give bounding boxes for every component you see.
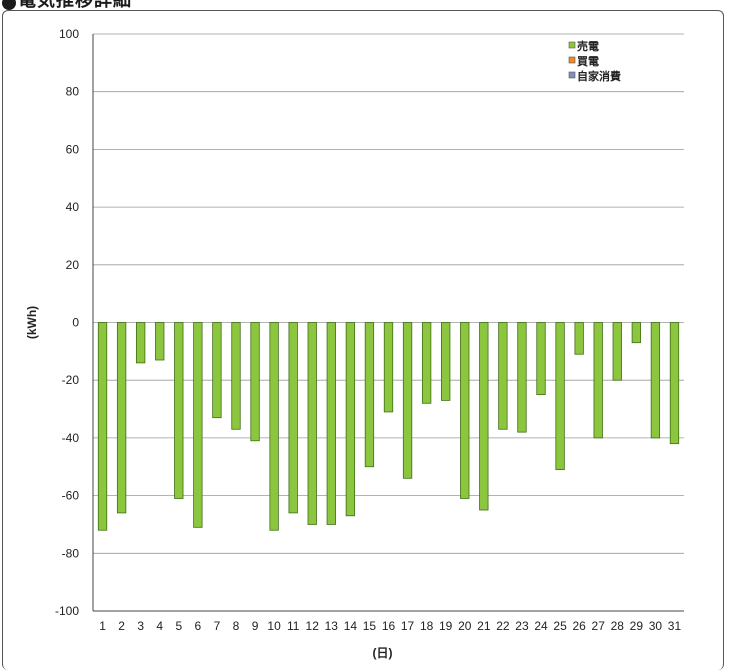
y-axis-label: (kWh)	[25, 306, 39, 339]
bar	[422, 323, 431, 404]
bar	[594, 323, 603, 438]
x-tick-label: 5	[175, 619, 182, 633]
x-tick-label: 25	[553, 619, 567, 633]
bar	[213, 323, 222, 418]
x-tick-label: 16	[382, 619, 396, 633]
x-tick-label: 27	[592, 619, 606, 633]
bar	[346, 323, 355, 516]
bar-series	[98, 323, 678, 531]
y-tick-labels: 100 80 60 40 20 0 -20 -40 -60 -80 -100	[55, 27, 79, 618]
x-tick-label: 2	[118, 619, 125, 633]
bar	[651, 323, 660, 438]
x-tick-label: 11	[287, 619, 300, 633]
bar	[117, 323, 126, 513]
legend-label: 自家消費	[577, 69, 621, 83]
x-tick-label: 13	[325, 619, 339, 633]
bar	[175, 323, 184, 499]
y-tick-label: 0	[72, 316, 79, 330]
bar	[556, 323, 565, 470]
bar	[480, 323, 489, 511]
x-tick-label: 6	[195, 619, 202, 633]
bar	[632, 323, 641, 343]
x-tick-label: 22	[496, 619, 510, 633]
bar	[155, 323, 164, 361]
x-tick-label: 21	[477, 619, 491, 633]
y-tick-label: -80	[62, 546, 80, 560]
x-tick-label: 9	[252, 619, 259, 633]
x-tick-label: 17	[401, 619, 415, 633]
x-tick-label: 30	[649, 619, 663, 633]
x-tick-label: 26	[572, 619, 586, 633]
legend-label: 買電	[577, 55, 599, 68]
bar	[365, 323, 374, 467]
bar	[194, 323, 203, 528]
bar	[308, 323, 317, 525]
legend-swatch	[569, 57, 575, 63]
x-tick-label: 19	[439, 619, 453, 633]
legend-swatch	[569, 42, 575, 48]
x-tick-label: 14	[344, 619, 358, 633]
x-tick-label: 7	[214, 619, 221, 633]
x-tick-label: 23	[515, 619, 529, 633]
x-tick-label: 8	[233, 619, 240, 633]
bar	[613, 323, 622, 381]
x-tick-label: 31	[668, 619, 682, 633]
x-tick-label: 15	[363, 619, 377, 633]
bar	[270, 323, 279, 531]
bar	[499, 323, 508, 430]
x-tick-label: 28	[611, 619, 625, 633]
y-tick-label: 60	[66, 142, 80, 156]
bar	[251, 323, 260, 441]
x-tick-label: 18	[420, 619, 434, 633]
bar	[327, 323, 336, 525]
bar	[98, 323, 107, 531]
x-tick-label: 29	[630, 619, 644, 633]
x-axis-label: (日)	[373, 646, 393, 660]
y-tick-label: 20	[66, 258, 80, 272]
y-tick-label: 40	[66, 200, 80, 214]
bar	[518, 323, 527, 433]
x-tick-labels: 1 2 3 4 5 6 7 8 9 10 11 12 13 14 15 16 17 18 19 20 21 22 23 24 2…	[99, 619, 681, 633]
bar	[537, 323, 546, 395]
bar	[403, 323, 412, 479]
bar	[384, 323, 393, 412]
y-tick-label: 100	[59, 27, 79, 41]
y-tick-label: -20	[62, 373, 80, 387]
x-tick-label: 3	[137, 619, 144, 633]
x-tick-label: 20	[458, 619, 472, 633]
bar	[670, 323, 679, 444]
legend-swatch	[569, 72, 575, 78]
x-tick-label: 12	[306, 619, 320, 633]
legend-label: 売電	[577, 39, 599, 53]
y-tick-label: 80	[66, 85, 80, 99]
y-tick-label: -40	[62, 431, 80, 445]
x-tick-label: 1	[99, 619, 106, 633]
bar	[232, 323, 241, 430]
bar	[461, 323, 470, 499]
x-tick-label: 24	[534, 619, 548, 633]
bar	[136, 323, 145, 363]
bar	[289, 323, 298, 513]
x-tick-label: 10	[267, 619, 281, 633]
y-tick-label: -60	[62, 489, 80, 503]
bar	[575, 323, 584, 355]
x-tick-label: 4	[156, 619, 163, 633]
y-tick-label: -100	[55, 604, 79, 618]
bar	[441, 323, 450, 401]
